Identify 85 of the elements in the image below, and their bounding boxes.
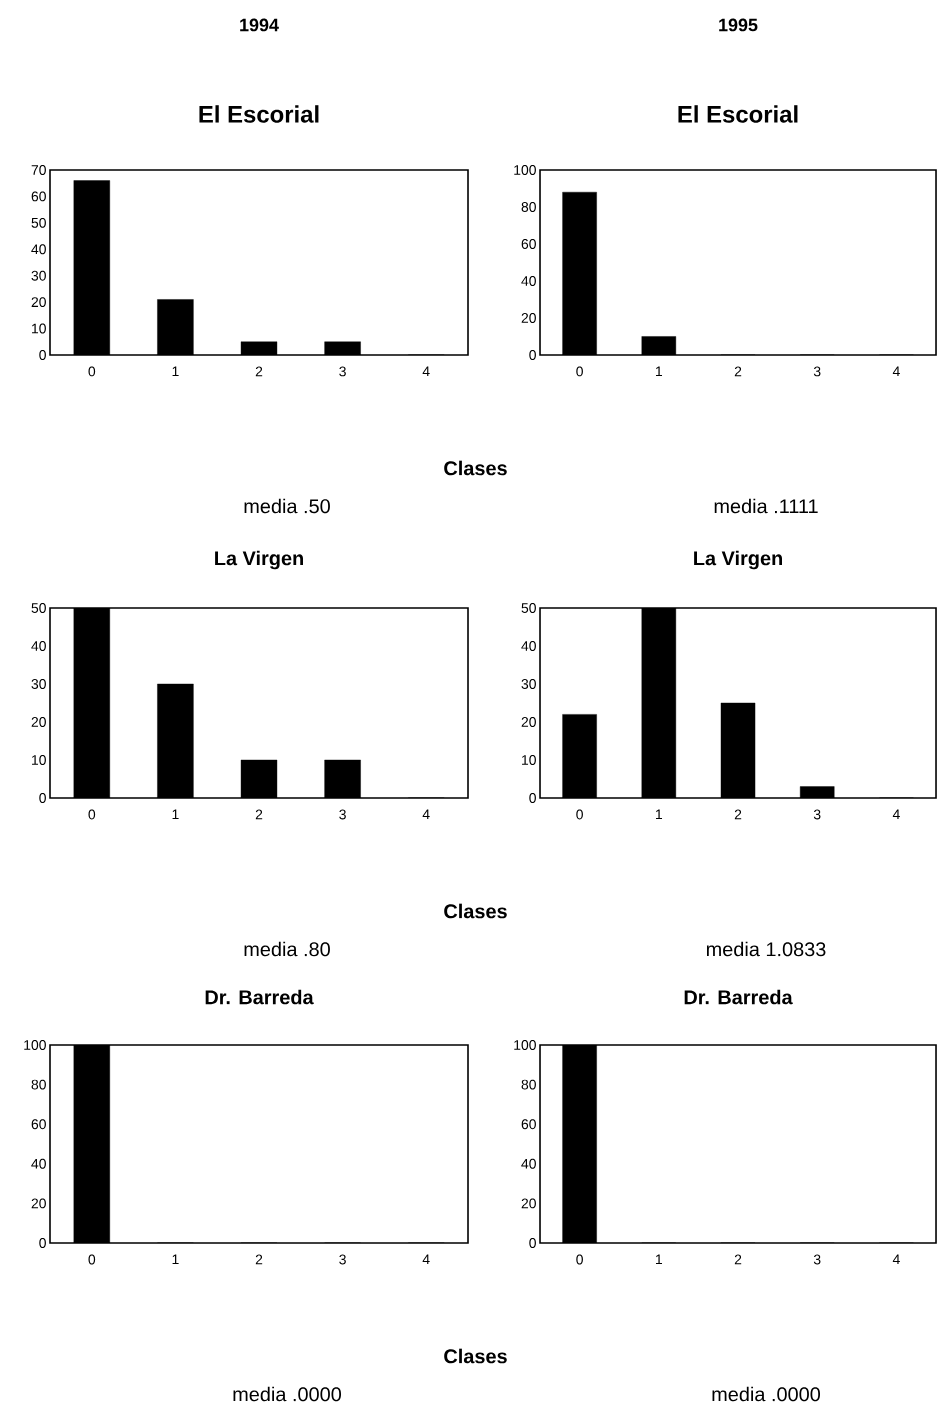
x-tick-label: 4 (422, 1254, 430, 1265)
x-tick-label: 2 (734, 366, 742, 377)
x-tick-label: 2 (734, 809, 742, 820)
x-tick-label: 1 (172, 1254, 179, 1265)
chart-subtitle: 1994 (240, 18, 279, 32)
x-tick-label: 3 (813, 366, 821, 377)
x-tick-label: 3 (339, 1254, 346, 1265)
y-tick-label: 30 (31, 270, 46, 281)
text: media .80 (244, 941, 330, 957)
y-tick-label: 10 (32, 323, 46, 334)
x-axis-title: Clases (444, 1348, 507, 1364)
y-tick-label: 20 (521, 1198, 536, 1209)
x-tick-label: 3 (813, 1254, 821, 1265)
y-tick-label: 60 (31, 1119, 46, 1130)
x-tick-label: 1 (172, 366, 179, 377)
text: media .50 (244, 498, 330, 514)
y-tick-label: 80 (521, 202, 536, 212)
text: media 1.0833 (706, 941, 826, 957)
y-tick-label: 60 (521, 1119, 536, 1130)
x-tick-label: 4 (892, 366, 900, 377)
x-tick-label: 2 (255, 809, 263, 820)
x-tick-label: 4 (422, 366, 430, 377)
chart-title: La Virgen (694, 550, 782, 570)
y-tick-label: 30 (521, 679, 536, 689)
y-tick-label: 40 (521, 276, 536, 286)
y-tick-label: 20 (521, 313, 536, 323)
x-tick-label: 4 (422, 809, 430, 820)
x-tick-label: 2 (255, 366, 263, 377)
y-tick-label: 50 (31, 603, 46, 613)
x-tick-label: 0 (88, 1254, 96, 1265)
y-tick-label: 0 (529, 1238, 536, 1248)
x-tick-label: 0 (576, 809, 583, 820)
y-tick-label: 80 (31, 1079, 46, 1090)
x-tick-label: 3 (339, 366, 346, 377)
chart-title: El Escorial (199, 105, 319, 123)
y-tick-label: 100 (514, 1040, 536, 1050)
y-tick-label: 50 (31, 217, 46, 228)
x-tick-label: 0 (88, 809, 96, 820)
chart-subtitle: 1995 (719, 18, 758, 32)
y-tick-label: 20 (31, 717, 46, 727)
chart-title: La Virgen (215, 550, 303, 570)
x-tick-label: 3 (813, 809, 821, 820)
y-tick-label: 10 (522, 755, 536, 765)
x-tick-label: 3 (339, 809, 346, 820)
x-tick-label: 4 (892, 809, 900, 820)
y-tick-label: 40 (521, 641, 536, 651)
y-tick-label: 0 (39, 350, 46, 360)
y-tick-label: 70 (31, 165, 46, 175)
y-tick-label: 100 (514, 165, 536, 175)
text: media .1111 (714, 498, 818, 514)
chart-title: Dr. Barreda (684, 989, 793, 1005)
x-tick-label: 1 (656, 366, 663, 377)
y-tick-label: 0 (529, 793, 536, 803)
x-tick-label: 1 (656, 809, 663, 820)
x-axis-title: Clases (444, 903, 507, 919)
y-tick-label: 40 (31, 1158, 46, 1169)
x-axis-title: Clases (444, 460, 507, 476)
y-tick-label: 20 (521, 717, 536, 727)
y-tick-label: 20 (31, 297, 46, 308)
x-tick-label: 0 (576, 1254, 583, 1265)
x-tick-label: 1 (656, 1254, 663, 1265)
x-tick-label: 0 (576, 366, 583, 377)
y-tick-label: 0 (39, 1238, 46, 1248)
chart-title: El Escorial (678, 105, 798, 123)
y-tick-label: 60 (521, 239, 536, 249)
y-tick-label: 0 (529, 350, 536, 360)
y-tick-label: 80 (521, 1079, 536, 1090)
chart-title: Dr. Barreda (205, 989, 314, 1005)
y-tick-label: 0 (39, 793, 46, 803)
x-tick-label: 4 (892, 1254, 900, 1265)
y-tick-label: 30 (31, 679, 46, 689)
y-tick-label: 50 (521, 603, 536, 613)
x-tick-label: 1 (172, 809, 179, 820)
y-tick-label: 40 (31, 244, 46, 255)
y-tick-label: 20 (31, 1198, 46, 1209)
x-tick-label: 2 (734, 1254, 742, 1265)
y-tick-label: 40 (31, 641, 46, 651)
text: media .0000 (233, 1386, 342, 1402)
x-tick-label: 2 (255, 1254, 263, 1265)
y-tick-label: 60 (31, 191, 46, 202)
y-tick-label: 10 (32, 755, 46, 765)
x-tick-label: 0 (88, 366, 96, 377)
y-tick-label: 40 (521, 1158, 536, 1169)
y-tick-label: 100 (24, 1040, 46, 1050)
text: media .0000 (712, 1386, 821, 1402)
